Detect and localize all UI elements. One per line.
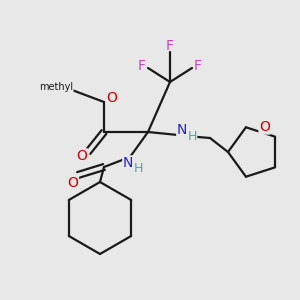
Text: O: O <box>76 149 87 163</box>
Text: O: O <box>259 120 270 134</box>
Text: F: F <box>166 39 174 53</box>
Text: H: H <box>133 163 143 176</box>
Text: O: O <box>106 91 117 105</box>
Text: F: F <box>194 59 202 73</box>
Text: N: N <box>177 123 187 137</box>
Text: methyl: methyl <box>39 82 73 92</box>
Text: N: N <box>123 156 133 170</box>
Text: O: O <box>68 176 78 190</box>
Text: F: F <box>138 59 146 73</box>
Text: H: H <box>187 130 197 143</box>
